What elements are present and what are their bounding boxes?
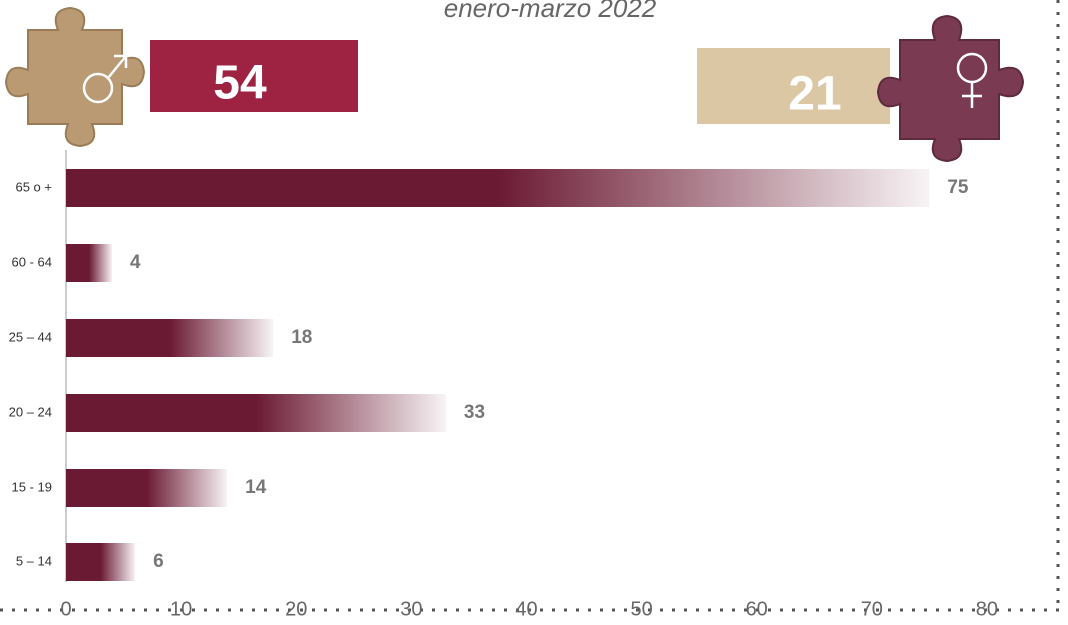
bar bbox=[66, 394, 446, 432]
value-label: 6 bbox=[153, 551, 164, 572]
y-tick-label: 20 – 24 bbox=[9, 404, 52, 419]
bar bbox=[66, 469, 228, 507]
female-icon bbox=[876, 14, 1025, 163]
y-tick-label: 65 o + bbox=[15, 179, 52, 194]
bar bbox=[66, 169, 930, 207]
value-label: 14 bbox=[245, 477, 267, 498]
y-tick-label: 5 – 14 bbox=[16, 553, 52, 568]
chart-subtitle: enero-marzo 2022 bbox=[444, 0, 657, 23]
value-label: 33 bbox=[464, 402, 485, 423]
bar bbox=[66, 319, 274, 357]
x-tick-label: 60 bbox=[746, 598, 768, 620]
female-total: 21 bbox=[788, 68, 841, 121]
x-tick-label: 40 bbox=[515, 598, 537, 620]
x-tick-label: 20 bbox=[285, 598, 307, 620]
value-label: 4 bbox=[130, 252, 141, 273]
bar bbox=[66, 543, 136, 581]
x-tick-label: 10 bbox=[170, 598, 192, 620]
x-tick-label: 70 bbox=[861, 598, 883, 620]
male-box bbox=[150, 40, 358, 112]
y-tick-label: 15 - 19 bbox=[12, 479, 52, 494]
x-tick-label: 50 bbox=[630, 598, 652, 620]
male-icon bbox=[4, 6, 146, 148]
male-total: 54 bbox=[213, 57, 267, 110]
x-tick-label: 0 bbox=[60, 598, 71, 620]
y-tick-label: 25 – 44 bbox=[9, 329, 52, 344]
value-label: 18 bbox=[291, 327, 312, 348]
value-label: 75 bbox=[947, 177, 969, 198]
x-tick-label: 30 bbox=[400, 598, 422, 620]
bar bbox=[66, 244, 113, 282]
y-tick-label: 60 - 64 bbox=[12, 254, 52, 269]
female-box bbox=[697, 48, 890, 124]
x-tick-label: 80 bbox=[976, 598, 998, 620]
